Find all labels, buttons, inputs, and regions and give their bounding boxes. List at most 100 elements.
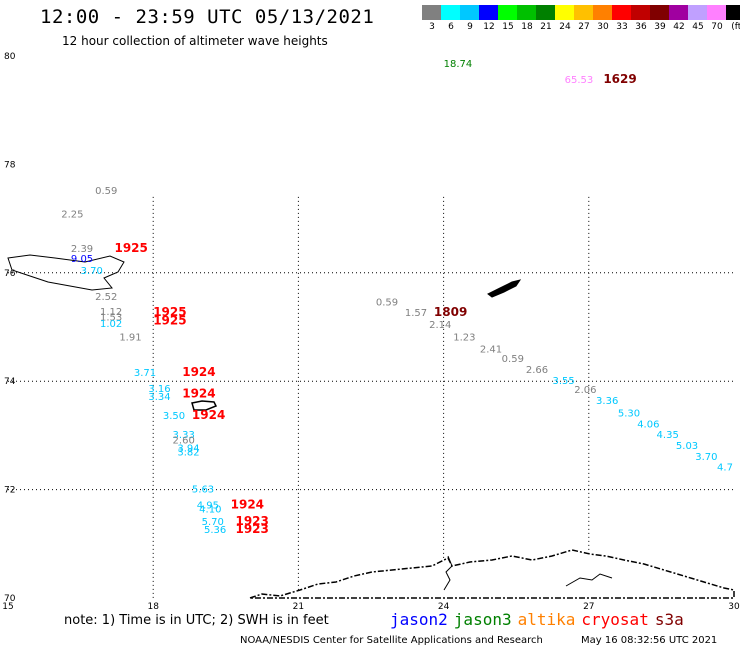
wave-height-value: 2.52 (95, 292, 117, 303)
wave-height-value: 5.30 (618, 408, 640, 419)
norway-coastline (249, 549, 735, 599)
observation-time: 1925 (114, 241, 147, 255)
wave-height-value: 4.95 (197, 501, 219, 512)
legend-swatch: 70 (707, 5, 726, 32)
legend-swatch: 18 (517, 5, 536, 32)
wave-height-value: 4.35 (657, 430, 679, 441)
wave-height-value: 1.57 (405, 308, 427, 319)
legend-swatch (726, 5, 740, 20)
wave-height-value: 0.59 (376, 297, 398, 308)
credit-line: NOAA/NESDIS Center for Satellite Applica… (240, 635, 543, 646)
lat-tick-label: 76 (4, 269, 16, 279)
wave-height-value: 4.06 (637, 419, 659, 430)
wave-height-value: 9.05 (71, 254, 93, 265)
satellite-jason3: jason3 (453, 610, 512, 629)
lat-tick-label: 80 (4, 52, 16, 62)
observation-time: 1923 (235, 522, 268, 536)
wave-height-value: 3.82 (177, 447, 199, 458)
legend-swatch: 9 (460, 5, 479, 32)
wave-height-value: 1.23 (453, 333, 475, 344)
wave-height-value: 4.7 (717, 463, 733, 474)
legend-label: 27 (578, 22, 590, 32)
generated-timestamp: May 16 08:32:56 UTC 2021 (581, 635, 718, 646)
wave-height-value: 2.60 (173, 436, 195, 447)
legend-label: 24 (559, 22, 571, 32)
map-subtitle: 12 hour collection of altimeter wave hei… (62, 34, 328, 48)
bjornoya-coastline (191, 400, 218, 411)
lat-tick-label: 70 (4, 594, 16, 604)
svalbard-coastline (7, 254, 125, 291)
kong-karls-land-coastline (487, 279, 522, 298)
wave-height-value: 3.36 (596, 396, 618, 407)
legend-label: 3 (429, 22, 435, 32)
wave-height-value: 2.25 (61, 210, 83, 221)
wave-height-value: 0.59 (95, 186, 117, 197)
lon-tick-label: 15 (2, 602, 13, 612)
wave-height-value: 5.36 (204, 525, 226, 536)
wave-height-value: 3.55 (553, 376, 575, 387)
satellite-cryosat: cryosat (581, 610, 649, 629)
legend-unit: (ft) (731, 22, 740, 32)
wave-height-value: 1.91 (119, 333, 141, 344)
legend-swatch: 6 (441, 5, 460, 32)
wave-height-value: 3.94 (177, 444, 199, 455)
map-title: 12:00 - 23:59 UTC 05/13/2021 (40, 6, 375, 28)
legend-swatch: 39 (650, 5, 669, 32)
fjord-coastline (565, 573, 613, 587)
observation-time: 1923 (235, 514, 268, 528)
legend-swatch: 36 (631, 5, 650, 32)
lat-tick-label: 72 (4, 486, 15, 496)
legend-label: 70 (711, 22, 723, 32)
wave-height-value: 1.02 (100, 319, 122, 330)
observation-time: 1924 (192, 408, 225, 422)
legend-label: 15 (502, 22, 514, 32)
legend-label: 6 (448, 22, 454, 32)
wave-height-value: 2.14 (429, 320, 451, 331)
legend-label: 12 (483, 22, 495, 32)
legend-swatch: 27 (574, 5, 593, 32)
legend-label: 45 (692, 22, 704, 32)
wave-height-value: 3.50 (163, 411, 185, 422)
lat-tick-label: 74 (4, 377, 16, 387)
satellite-jason2: jason2 (390, 610, 448, 629)
observation-time: 1925 (153, 305, 186, 319)
lat-tick-label: 78 (4, 160, 16, 170)
wave-height-value: 65.53 (565, 75, 594, 86)
wave-height-value: 3.70 (695, 452, 717, 463)
wave-height-value: 1.12 (100, 307, 122, 318)
legend-swatch: 45 (688, 5, 707, 32)
legend-swatch: 12 (479, 5, 498, 32)
satellite-s3a: s3a (654, 610, 684, 629)
wave-height-value: 3.16 (148, 384, 170, 395)
wave-height-value: 3.34 (148, 392, 170, 403)
lon-tick-label: 30 (728, 602, 740, 612)
wave-height-value: 2.06 (574, 385, 596, 396)
lon-tick-label: 24 (438, 602, 450, 612)
wave-height-value: 18.74 (444, 59, 473, 70)
wave-height-value: 0.59 (502, 354, 524, 365)
wave-height-value: 3.71 (134, 368, 156, 379)
legend-swatch: 15 (498, 5, 517, 32)
legend-label: 36 (635, 22, 647, 32)
legend-swatch: 21 (536, 5, 555, 32)
legend-label: 30 (597, 22, 609, 32)
legend-swatch: 24 (555, 5, 574, 32)
wave-height-value: 3.70 (81, 266, 103, 277)
lon-tick-label: 21 (293, 602, 304, 612)
legend-label: 42 (673, 22, 685, 32)
wave-height-value: 2.41 (480, 344, 502, 355)
legend-swatch: 30 (593, 5, 612, 32)
wave-height-value: 5.70 (202, 517, 224, 528)
wave-height-value: 3.33 (173, 430, 195, 441)
wave-height-value: 2.39 (71, 244, 93, 255)
satellite-key: jason2 jason3 altika cryosat s3a (390, 610, 690, 629)
wave-height-value: 4.10 (199, 504, 221, 515)
wave-height-value: 2.66 (526, 365, 548, 376)
footer-note: note: 1) Time is in UTC; 2) SWH is in fe… (64, 613, 329, 628)
legend-label: 21 (540, 22, 552, 32)
legend-label: 18 (521, 22, 533, 32)
observation-time: 1925 (153, 313, 186, 327)
